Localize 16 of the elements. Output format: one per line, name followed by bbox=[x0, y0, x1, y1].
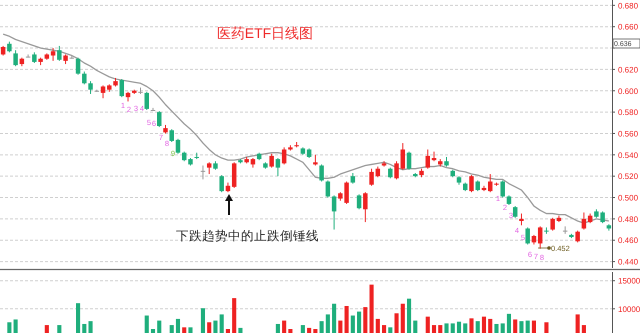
y-tick-label: 10000 bbox=[618, 304, 640, 314]
y-tick-label: 0.500 bbox=[618, 194, 639, 203]
text: 医药ETF日线图 bbox=[216, 25, 314, 41]
y-tick-label: 0.580 bbox=[618, 108, 639, 118]
y-tick-label: 0.520 bbox=[618, 172, 639, 182]
y-tick-label: 0.620 bbox=[618, 65, 639, 74]
y-tick-label: 0.680 bbox=[618, 1, 639, 10]
y-tick-label: 15000 bbox=[618, 276, 640, 286]
y-tick-label: 0.440 bbox=[618, 258, 639, 267]
y-tick-label: 0.560 bbox=[618, 129, 639, 138]
y-tick-label: 0.600 bbox=[618, 86, 639, 96]
y-tick-label: 0.460 bbox=[618, 236, 639, 246]
y-tick-label: 0.480 bbox=[618, 214, 639, 224]
y-tick-label: 0.540 bbox=[618, 150, 639, 160]
annotation: 下跌趋势中的止跌倒锤线 bbox=[176, 229, 319, 243]
y-tick-label: 0.660 bbox=[618, 22, 639, 32]
